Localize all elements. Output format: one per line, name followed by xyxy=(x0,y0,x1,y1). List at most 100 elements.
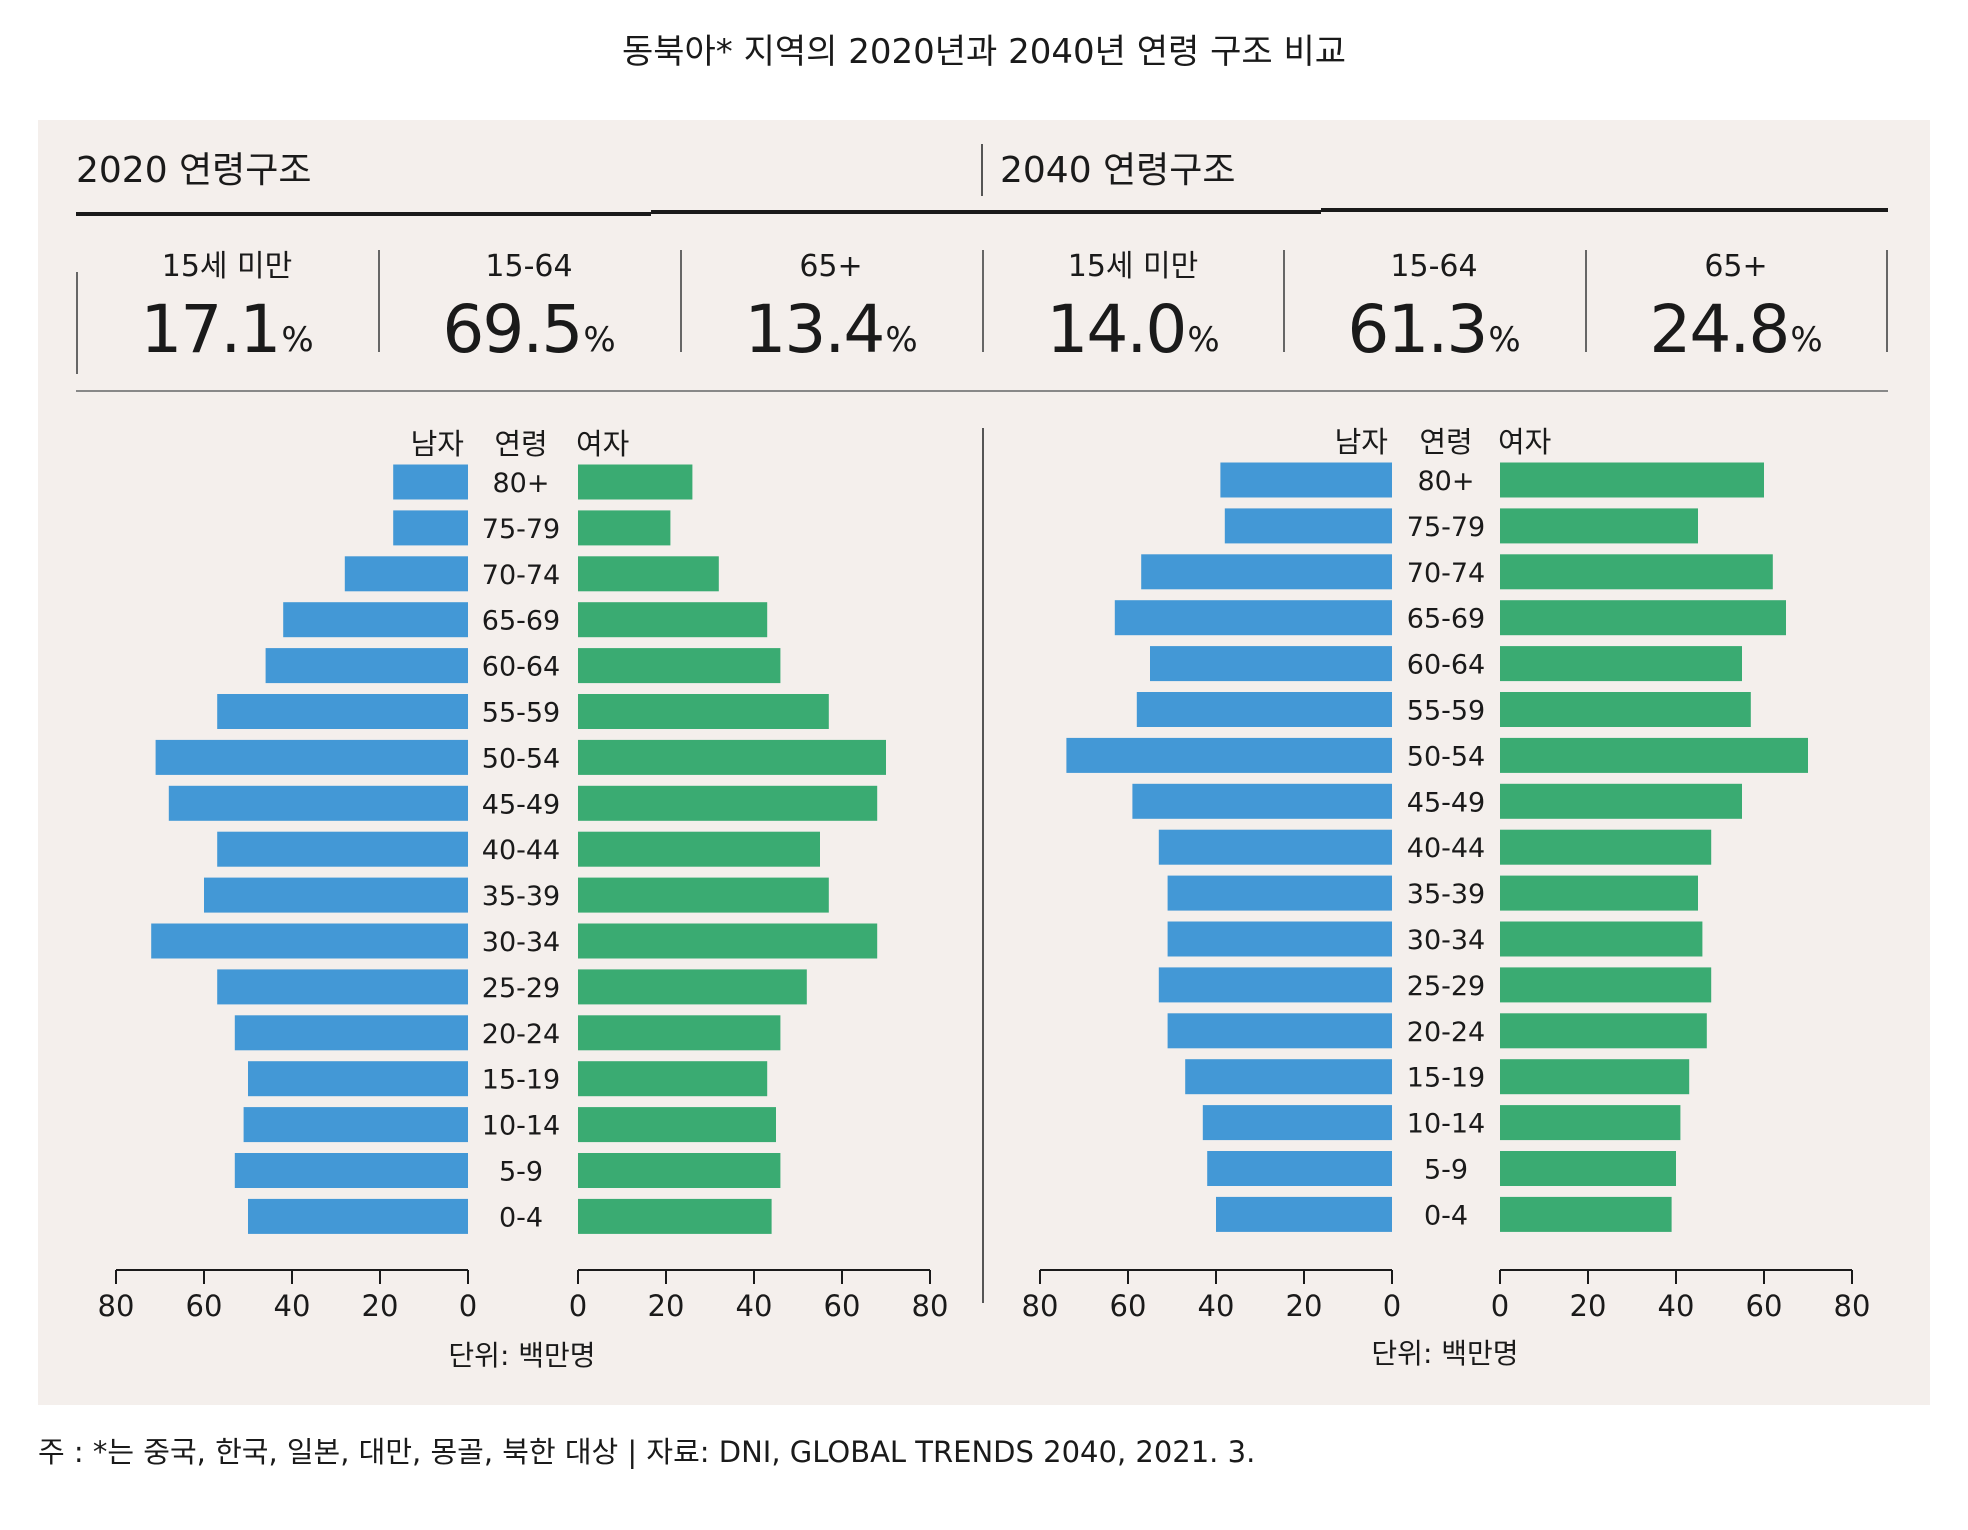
stat-label: 65+ xyxy=(1704,249,1768,284)
age-label: 5-9 xyxy=(1424,1155,1468,1186)
female-bar xyxy=(1500,1013,1707,1049)
heading-divider xyxy=(981,144,983,196)
age-label: 75-79 xyxy=(482,514,560,545)
age-label: 65-69 xyxy=(482,606,560,637)
male-bar xyxy=(243,1107,468,1143)
age-label: 60-64 xyxy=(1407,650,1485,681)
male-bar xyxy=(1185,1059,1392,1095)
header-label-age: 연령 xyxy=(1419,425,1472,459)
stat-separator xyxy=(680,250,682,352)
age-label: 55-59 xyxy=(482,698,560,729)
stat-unit: % xyxy=(583,320,616,360)
stat-label: 15세 미만 xyxy=(1067,249,1199,284)
stat-15to64-2040: 15-64 61.3% xyxy=(1284,248,1584,370)
male-bar xyxy=(1220,462,1392,498)
age-label: 45-49 xyxy=(482,789,560,820)
female-bar xyxy=(1500,875,1698,911)
header-label-female: 여자 xyxy=(1498,425,1551,459)
male-bar xyxy=(1158,829,1392,865)
stat-under15-2020: 15세 미만 17.1% xyxy=(77,248,377,370)
male-bar xyxy=(1167,1013,1392,1049)
female-bar xyxy=(1500,692,1751,727)
pyramid-divider xyxy=(982,428,984,1303)
age-label: 15-19 xyxy=(1407,1063,1485,1094)
stat-separator xyxy=(1585,250,1587,352)
x-tick-label: 40 xyxy=(274,1289,311,1323)
female-bar xyxy=(1500,1151,1676,1186)
male-bar xyxy=(1066,737,1392,773)
stat-number: 13.4 xyxy=(744,291,885,368)
male-bar xyxy=(1207,1151,1392,1186)
age-label: 20-24 xyxy=(1407,1017,1485,1048)
female-bar xyxy=(1500,783,1742,819)
female-bar xyxy=(1500,967,1712,1003)
female-bar xyxy=(1500,1196,1672,1232)
female-bar xyxy=(578,648,781,684)
female-bar xyxy=(578,1107,776,1143)
male-bar xyxy=(168,785,469,821)
age-label: 0-4 xyxy=(499,1202,543,1233)
x-tick-label: 0 xyxy=(569,1289,587,1323)
stat-unit: % xyxy=(1187,320,1220,360)
male-bar xyxy=(1114,600,1392,636)
age-label: 45-49 xyxy=(1407,787,1485,818)
female-bar xyxy=(578,464,693,500)
female-bar xyxy=(1500,646,1742,682)
male-bar xyxy=(1167,875,1392,911)
x-tick-label: 60 xyxy=(1110,1289,1147,1323)
header-label-female: 여자 xyxy=(576,427,629,461)
female-bar xyxy=(1500,508,1698,544)
stat-separator xyxy=(378,250,380,352)
x-tick-label: 40 xyxy=(736,1289,773,1323)
age-label: 35-39 xyxy=(482,881,560,912)
x-tick-label: 80 xyxy=(1022,1289,1059,1323)
stat-value: 61.3% xyxy=(1284,290,1584,370)
stat-label: 15세 미만 xyxy=(161,249,293,284)
stat-separator xyxy=(76,272,78,374)
female-bar xyxy=(578,602,768,638)
female-bar xyxy=(578,739,886,775)
heading-rule-middle xyxy=(651,210,1321,214)
male-bar xyxy=(1167,921,1392,957)
stat-unit: % xyxy=(281,320,314,360)
stat-value: 13.4% xyxy=(681,290,981,370)
stat-separator xyxy=(982,250,984,352)
stat-number: 69.5 xyxy=(442,291,583,368)
age-label: 65-69 xyxy=(1407,604,1485,635)
x-tick-label: 60 xyxy=(1746,1289,1783,1323)
male-bar xyxy=(1150,646,1392,682)
female-bar xyxy=(578,1153,781,1188)
age-label: 80+ xyxy=(1418,466,1475,497)
female-bar xyxy=(1500,829,1712,865)
female-bar xyxy=(578,877,829,913)
x-tick-label: 60 xyxy=(824,1289,861,1323)
age-label: 70-74 xyxy=(482,560,560,591)
pyramid-2040: 남자 연령 여자 80+ 75-79 70-74 65-69 60-64 55-59 50-54 4… xyxy=(1022,425,1871,1323)
stat-unit: % xyxy=(1488,320,1521,360)
age-label: 50-54 xyxy=(1407,741,1485,772)
male-bar xyxy=(283,602,468,638)
stat-number: 17.1 xyxy=(140,291,281,368)
male-bar xyxy=(151,923,468,959)
x-tick-label: 20 xyxy=(362,1289,399,1323)
male-bar xyxy=(1202,1105,1392,1141)
stat-number: 14.0 xyxy=(1046,291,1187,368)
unit-label-2040: 단위: 백만명 xyxy=(1371,1337,1519,1370)
male-bar xyxy=(1132,783,1392,819)
male-bar xyxy=(155,739,468,775)
x-tick-label: 0 xyxy=(1491,1289,1509,1323)
female-bar xyxy=(578,1015,781,1051)
age-label: 35-39 xyxy=(1407,879,1485,910)
male-bar xyxy=(1216,1196,1392,1232)
age-label: 5-9 xyxy=(499,1157,543,1188)
age-label: 0-4 xyxy=(1424,1200,1468,1231)
stat-unit: % xyxy=(885,320,918,360)
age-label: 50-54 xyxy=(482,743,560,774)
stat-value: 24.8% xyxy=(1586,290,1886,370)
female-bar xyxy=(1500,1059,1690,1095)
male-bar xyxy=(344,556,468,592)
x-tick-label: 80 xyxy=(1834,1289,1871,1323)
stat-under15-2040: 15세 미만 14.0% xyxy=(983,248,1283,370)
stat-15to64-2020: 15-64 69.5% xyxy=(379,248,679,370)
stat-separator xyxy=(1886,250,1888,352)
